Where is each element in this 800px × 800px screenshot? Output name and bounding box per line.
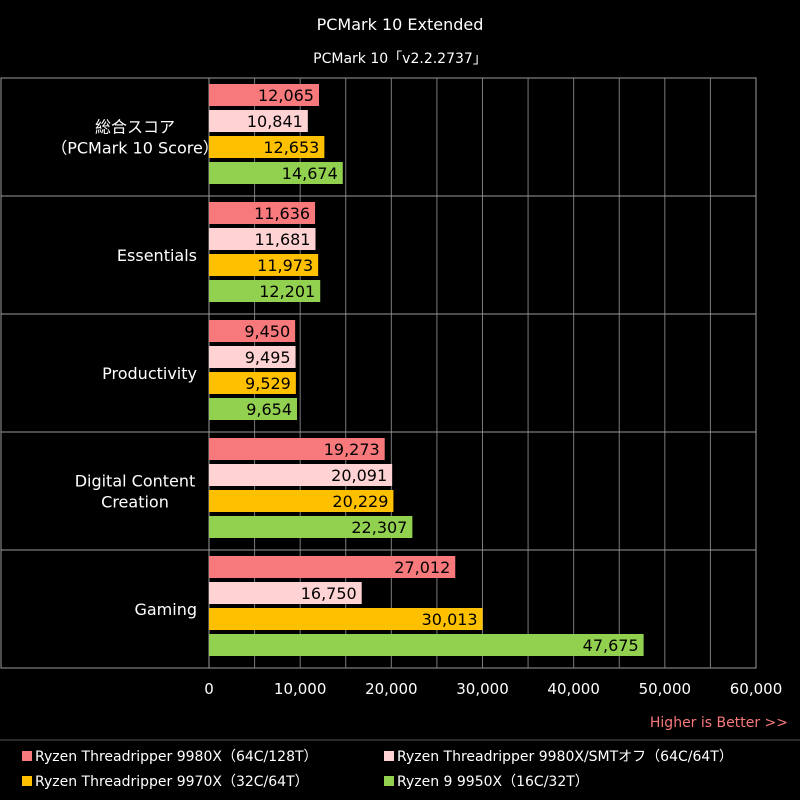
- category-label: 総合スコア （PCMark 10 Score）: [51, 118, 219, 158]
- bar: [209, 582, 362, 604]
- category-panel: [0, 431, 210, 551]
- x-tick-label: 60,000: [730, 680, 783, 698]
- x-tick-label: 40,000: [547, 680, 600, 698]
- x-tick-label: 0: [204, 680, 214, 698]
- higher-is-better-note: Higher is Better >>: [650, 715, 788, 731]
- bar-value-label: 16,750: [301, 584, 357, 603]
- bar-value-label: 22,307: [351, 518, 407, 537]
- category-label-line: Gaming: [134, 600, 197, 619]
- chart-title: PCMark 10 Extended: [317, 15, 484, 34]
- category-panel: [0, 549, 210, 669]
- legend-swatch: [384, 776, 394, 786]
- bar: [209, 110, 308, 132]
- bar: [209, 634, 644, 656]
- x-tick-label: 20,000: [365, 680, 418, 698]
- bar: [209, 320, 296, 342]
- category-label: Gaming: [134, 600, 197, 619]
- legend-item: Ryzen Threadripper 9980X（64C/128T）: [22, 746, 318, 766]
- bar-value-label: 20,229: [332, 492, 388, 511]
- bar-value-label: 9,450: [244, 322, 290, 341]
- bar-value-label: 11,681: [255, 230, 311, 249]
- legend-label: Ryzen Threadripper 9980X/SMTオフ（64C/64T）: [397, 749, 733, 765]
- bar: [209, 162, 343, 184]
- bar-value-label: 9,529: [245, 374, 291, 393]
- bar-value-label: 11,973: [257, 256, 313, 275]
- chart-subtitle: PCMark 10「v2.2.2737」: [313, 51, 487, 67]
- legend-item: Ryzen 9 9950X（16C/32T）: [384, 771, 589, 791]
- legend-item: Ryzen Threadripper 9970X（32C/64T）: [22, 771, 309, 791]
- bar: [209, 464, 393, 486]
- bar-value-label: 10,841: [247, 112, 303, 131]
- bar-value-label: 30,013: [422, 610, 478, 629]
- bar: [209, 84, 319, 106]
- legend-swatch: [384, 751, 394, 761]
- bar-value-label: 19,273: [324, 440, 380, 459]
- bar: [209, 490, 394, 512]
- legend-swatch: [22, 751, 32, 761]
- legend-label: Ryzen Threadripper 9980X（64C/128T）: [35, 749, 318, 765]
- category-label-line: Creation: [101, 493, 169, 512]
- legend-label: Ryzen Threadripper 9970X（32C/64T）: [35, 774, 309, 790]
- category-label-line: Essentials: [117, 246, 197, 265]
- bar: [209, 346, 296, 368]
- bar-value-label: 12,201: [259, 282, 315, 301]
- bar-value-label: 11,636: [254, 204, 310, 223]
- bar: [209, 608, 483, 630]
- legend-item: Ryzen Threadripper 9980X/SMTオフ（64C/64T）: [384, 746, 733, 766]
- bar-value-label: 9,654: [246, 400, 292, 419]
- bar-value-label: 12,065: [258, 86, 314, 105]
- category-label: Digital Content Creation: [75, 472, 196, 512]
- bar-value-label: 9,495: [245, 348, 291, 367]
- legend-label: Ryzen 9 9950X（16C/32T）: [397, 774, 589, 790]
- bar-value-label: 47,675: [583, 636, 639, 655]
- category-label-line: Digital Content: [75, 472, 196, 491]
- bar-value-label: 12,653: [263, 138, 319, 157]
- bar: [209, 516, 413, 538]
- bar: [209, 398, 298, 420]
- category-label-line: （PCMark 10 Score）: [51, 139, 219, 158]
- bar-value-label: 20,091: [331, 466, 387, 485]
- bar-value-label: 27,012: [394, 558, 450, 577]
- bar: [209, 136, 325, 158]
- category-panel: [0, 77, 210, 197]
- bar: [209, 228, 316, 250]
- x-tick-label: 30,000: [456, 680, 509, 698]
- bar: [209, 280, 321, 302]
- bar: [209, 556, 456, 578]
- bar-value-label: 14,674: [282, 164, 338, 183]
- bar: [209, 438, 385, 460]
- x-tick-label: 50,000: [639, 680, 692, 698]
- category-label: Productivity: [102, 364, 197, 383]
- x-tick-label: 10,000: [274, 680, 327, 698]
- category-panel: [0, 313, 210, 433]
- category-panel: [0, 195, 210, 315]
- category-label-line: Productivity: [102, 364, 197, 383]
- legend-swatch: [22, 776, 32, 786]
- bar: [209, 254, 319, 276]
- category-label-line: 総合スコア: [95, 118, 175, 137]
- bar: [209, 372, 296, 394]
- category-label: Essentials: [117, 246, 197, 265]
- bar: [209, 202, 316, 224]
